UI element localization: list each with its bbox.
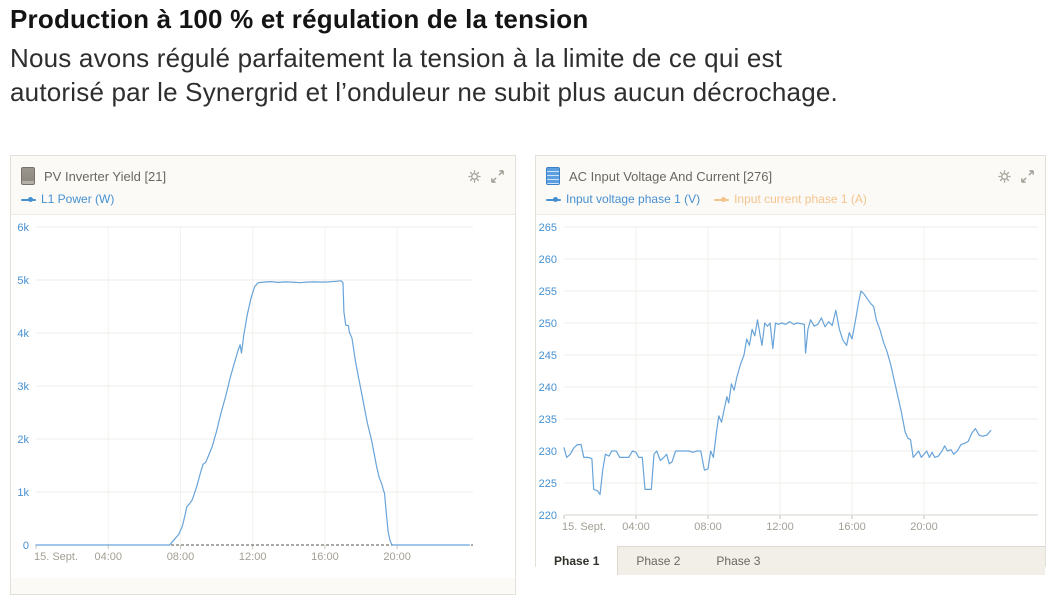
- svg-text:245: 245: [539, 350, 557, 362]
- svg-text:225: 225: [539, 478, 557, 490]
- page-header: Production à 100 % et régulation de la t…: [10, 4, 1040, 109]
- legend-item-input-voltage[interactable]: Input voltage phase 1 (V): [546, 192, 700, 206]
- svg-text:250: 250: [539, 318, 557, 330]
- svg-text:16:00: 16:00: [838, 521, 866, 533]
- svg-text:1k: 1k: [17, 487, 29, 499]
- svg-text:265: 265: [539, 222, 557, 234]
- svg-text:0: 0: [23, 540, 29, 552]
- svg-text:255: 255: [539, 286, 557, 298]
- svg-text:08:00: 08:00: [167, 551, 195, 563]
- panel-title: AC Input Voltage And Current [276]: [569, 168, 773, 184]
- ac-voltage-chart[interactable]: 15. Sept. 04:00 08:00 12:00 16:00 20:00 220 225…: [536, 215, 1045, 541]
- svg-text:20:00: 20:00: [383, 551, 411, 563]
- svg-text:5k: 5k: [17, 275, 29, 287]
- pv-yield-chart[interactable]: 15. Sept. 04:00 08:00 12:00 16:00 20:00 0 1k 2k 3…: [11, 215, 515, 573]
- svg-text:2k: 2k: [17, 434, 29, 446]
- svg-text:08:00: 08:00: [694, 521, 722, 533]
- pv-inverter-icon: [21, 167, 35, 185]
- chart-area: 15. Sept. 04:00 08:00 12:00 16:00 20:00 0 1k 2k 3…: [11, 214, 515, 578]
- tab-phase-3[interactable]: Phase 3: [716, 554, 761, 568]
- chart-legend: L1 Power (W): [11, 188, 515, 214]
- svg-text:3k: 3k: [17, 381, 29, 393]
- svg-text:6k: 6k: [17, 222, 29, 234]
- page-subtitle-line-2: autorisé par le Synergrid et l’onduleur …: [10, 77, 838, 107]
- expand-icon[interactable]: [1020, 169, 1035, 184]
- panel-header: PV Inverter Yield [21]: [11, 156, 515, 188]
- legend-item-input-current[interactable]: Input current phase 1 (A): [714, 192, 867, 206]
- svg-text:240: 240: [539, 382, 557, 394]
- page-title: Production à 100 % et régulation de la t…: [10, 4, 589, 34]
- gear-icon[interactable]: [997, 169, 1012, 184]
- svg-text:260: 260: [539, 254, 557, 266]
- svg-text:235: 235: [539, 414, 557, 426]
- tab-phase-1[interactable]: Phase 1: [536, 546, 619, 575]
- page-subtitle-line-1: Nous avons régulé parfaitement la tensio…: [10, 43, 783, 73]
- chart-legend: Input voltage phase 1 (V) Input current …: [536, 188, 1045, 214]
- svg-text:4k: 4k: [17, 328, 29, 340]
- svg-text:15. Sept.: 15. Sept.: [34, 551, 78, 563]
- multi-inverter-icon: [546, 167, 560, 185]
- gear-icon[interactable]: [467, 169, 482, 184]
- svg-text:20:00: 20:00: [910, 521, 938, 533]
- svg-text:12:00: 12:00: [239, 551, 267, 563]
- legend-line-marker-icon: [714, 196, 730, 202]
- tab-phase-2[interactable]: Phase 2: [636, 554, 681, 568]
- legend-item-l1-power[interactable]: L1 Power (W): [21, 192, 114, 206]
- expand-icon[interactable]: [490, 169, 505, 184]
- svg-text:15. Sept.: 15. Sept.: [562, 521, 606, 533]
- svg-text:16:00: 16:00: [311, 551, 339, 563]
- panel-ac-input-voltage-current: AC Input Voltage And Current [276] Input…: [535, 155, 1046, 575]
- legend-line-marker-icon: [21, 196, 36, 202]
- legend-line-marker-icon: [546, 196, 561, 202]
- panel-header: AC Input Voltage And Current [276]: [536, 156, 1045, 188]
- svg-text:04:00: 04:00: [94, 551, 122, 563]
- svg-text:220: 220: [539, 510, 557, 522]
- svg-text:12:00: 12:00: [766, 521, 794, 533]
- phase-tab-bar: Phase 1 Phase 2 Phase 3: [536, 546, 1045, 575]
- page-subtitle: Nous avons régulé parfaitement la tensio…: [10, 41, 1040, 109]
- svg-text:04:00: 04:00: [622, 521, 650, 533]
- chart-area: 15. Sept. 04:00 08:00 12:00 16:00 20:00 220 225…: [536, 214, 1045, 546]
- panel-title: PV Inverter Yield [21]: [44, 168, 167, 184]
- panel-pv-inverter-yield: PV Inverter Yield [21] L1 Power (W) 15. …: [10, 155, 516, 595]
- svg-text:230: 230: [539, 446, 557, 458]
